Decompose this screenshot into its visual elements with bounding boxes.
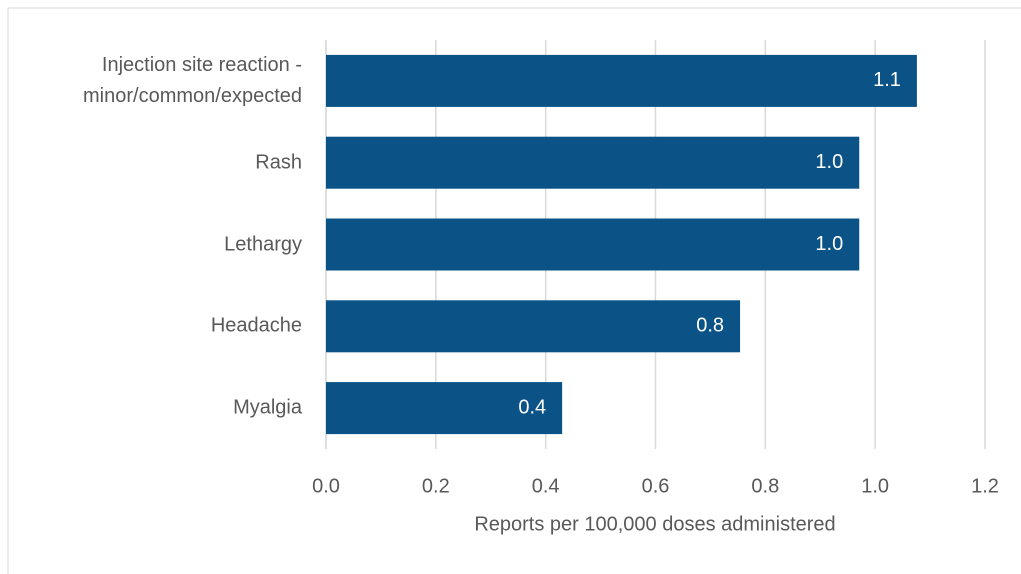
- x-axis-title: Reports per 100,000 doses administered: [474, 513, 835, 535]
- y-tick-label: Rash: [255, 151, 302, 174]
- bar: [326, 300, 741, 353]
- value-label: 0.4: [518, 396, 546, 418]
- x-tick-label: 0.0: [312, 475, 340, 497]
- x-tick-label: 1.2: [971, 475, 999, 497]
- bar: [326, 218, 860, 271]
- bar: [326, 136, 860, 189]
- y-tick-label: Lethargy: [224, 233, 302, 255]
- value-label: 1.1: [873, 69, 901, 91]
- x-tick-label: 1.0: [861, 475, 889, 497]
- y-tick-label: Myalgia: [233, 396, 302, 419]
- value-label: 1.0: [815, 233, 843, 255]
- x-tick-label: 0.2: [422, 475, 450, 497]
- x-tick-label: 0.6: [642, 475, 670, 497]
- x-tick-label: 0.4: [532, 475, 560, 497]
- bar: [326, 54, 917, 107]
- value-label: 1.0: [815, 151, 843, 173]
- y-tick-label: Headache: [210, 314, 302, 337]
- bar: [326, 382, 563, 435]
- x-tick-label: 0.8: [751, 475, 779, 497]
- y-tick-label: Injection site reaction - minor/common/e…: [83, 53, 302, 107]
- value-label: 0.8: [696, 315, 724, 337]
